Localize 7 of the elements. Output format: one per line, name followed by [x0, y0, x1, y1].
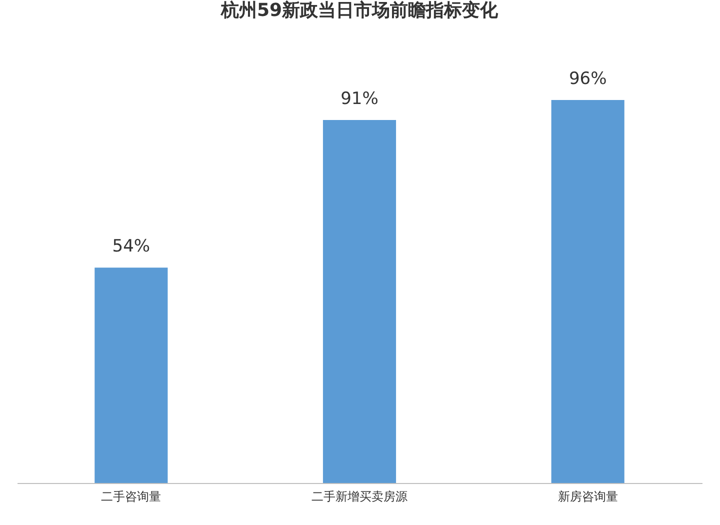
data-label: 54% — [112, 236, 150, 257]
x-tick-label: 二手咨询量 — [101, 490, 162, 504]
x-tick-label: 新房咨询量 — [558, 490, 618, 504]
data-label: 96% — [568, 69, 607, 89]
chart-title: 杭州59新政当日市场前瞻指标变化 — [220, 0, 500, 21]
x-tick-label: 二手新增买卖房源 — [312, 490, 408, 504]
data-label: 91% — [340, 88, 378, 109]
